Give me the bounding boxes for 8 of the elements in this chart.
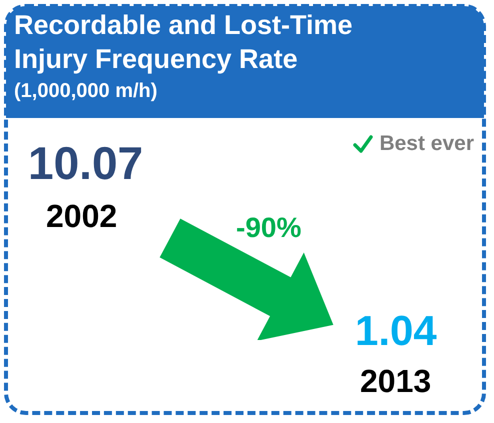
- text: Recordable and Lost-Time Injury Frequency Rate: [14, 9, 354, 76]
- data-label: 1.04: [355, 307, 437, 354]
- text: (1,000,000 m/h): [14, 80, 158, 103]
- category-label: 2013: [360, 363, 432, 399]
- text: -90%: [236, 212, 302, 244]
- data-label: 10.07: [28, 137, 144, 189]
- text: Best ever: [379, 132, 474, 156]
- category-label: 2002: [46, 198, 118, 234]
